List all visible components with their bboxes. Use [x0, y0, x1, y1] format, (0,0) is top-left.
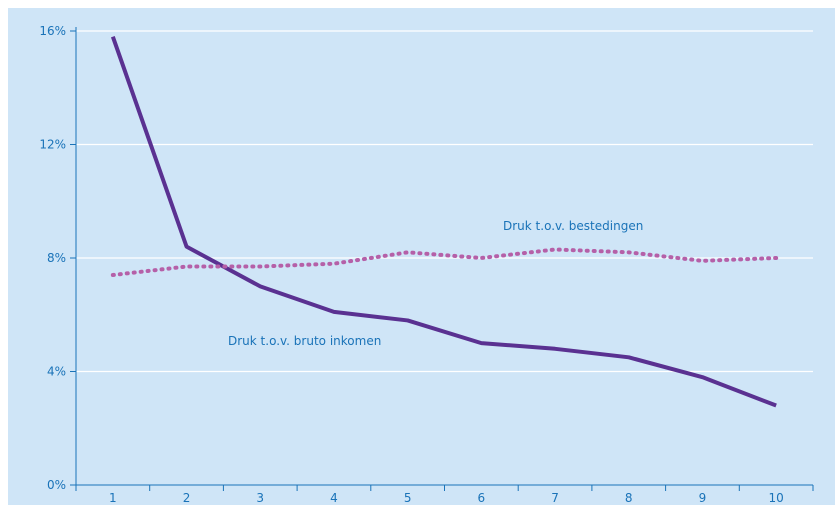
- y-tick-label: 16%: [39, 24, 66, 38]
- x-tick-label: 1: [109, 491, 117, 505]
- y-tick-label: 12%: [39, 138, 66, 152]
- y-ticks: 0% 4% 8% 12% 16%: [39, 24, 76, 492]
- x-tick-label: 4: [330, 491, 338, 505]
- x-tick-label: 6: [478, 491, 486, 505]
- annotation-druk-bestedingen: Druk t.o.v. bestedingen: [503, 219, 643, 233]
- y-tick-label: 0%: [47, 478, 66, 492]
- x-tick-label: 8: [625, 491, 633, 505]
- series-lines: [110, 36, 779, 408]
- x-tick-label: 10: [769, 491, 784, 505]
- axes: [75, 27, 813, 486]
- annotation-druk-bruto-inkomen: Druk t.o.v. bruto inkomen: [228, 334, 381, 348]
- chart-panel: [8, 8, 835, 505]
- series-line-bruto-inkomen: [110, 36, 777, 408]
- series-line-bestedingen: [110, 247, 779, 278]
- y-tick-label: 4%: [47, 365, 66, 379]
- x-tick-label: 7: [551, 491, 559, 505]
- x-tick-label: 9: [699, 491, 707, 505]
- y-tick-label: 8%: [47, 251, 66, 265]
- x-tick-label: 2: [183, 491, 191, 505]
- gridlines: [76, 30, 813, 373]
- x-tick-label: 3: [256, 491, 264, 505]
- x-tick-label: 5: [404, 491, 412, 505]
- x-ticks: 1 2 3 4 5 6 7 8 9 10: [75, 485, 814, 505]
